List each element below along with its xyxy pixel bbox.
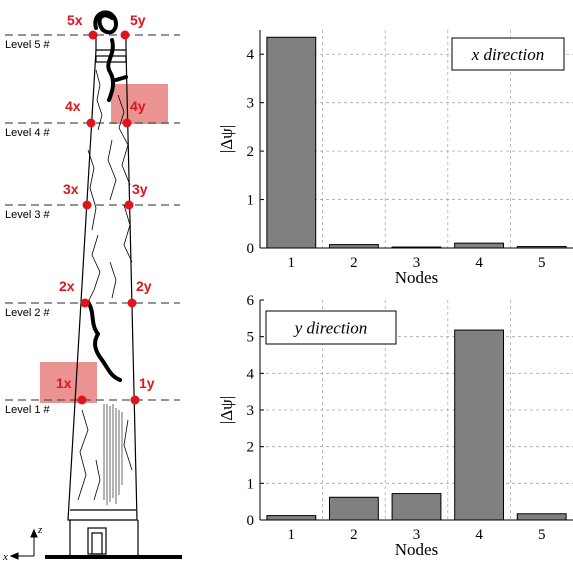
coordinate-axes — [9, 528, 38, 560]
bar-x-4 — [454, 242, 505, 249]
node-points — [77, 30, 140, 405]
node-label-4x: 4x — [65, 98, 81, 114]
node-dot-1y — [130, 395, 140, 405]
node-dot-5y — [120, 30, 130, 40]
y-tick-label: 4 — [247, 47, 255, 63]
y-tick-label: 3 — [247, 96, 255, 112]
node-label-1x: 1x — [56, 375, 72, 391]
axis-x-label: x — [2, 551, 8, 563]
legend-label: x direction — [471, 45, 545, 64]
node-dot-1x — [77, 395, 87, 405]
y-tick-label: 0 — [247, 241, 255, 257]
legend-box — [451, 37, 565, 71]
node-label-2x: 2x — [59, 278, 75, 294]
highlight-box-1x — [40, 362, 97, 403]
node-label-3x: 3x — [63, 181, 79, 197]
axis-z-label: z — [37, 524, 43, 536]
tower-diagram: 5x 5y 4x 4y 3x 3y 2x 2y 1x 1y Level 5 # … — [2, 10, 182, 563]
node-dot-5x — [88, 30, 98, 40]
x-tick-label: 1 — [288, 255, 296, 271]
bar-x-2 — [328, 244, 379, 249]
level-label-2: Level 2 # — [5, 307, 51, 319]
x-tick-label: 4 — [475, 255, 483, 271]
highlight-box-4y — [111, 84, 168, 124]
node-dot-4y — [122, 118, 132, 128]
y-tick-label: 1 — [247, 193, 255, 209]
node-dot-3x — [82, 200, 92, 210]
node-dot-4x — [86, 118, 96, 128]
node-label-5x: 5x — [67, 12, 83, 28]
node-dot-2x — [80, 298, 90, 308]
node-label-4y: 4y — [130, 98, 146, 114]
node-label-1y: 1y — [139, 375, 155, 391]
level-lines — [5, 34, 180, 401]
node-dot-2y — [127, 298, 137, 308]
node-label-2y: 2y — [136, 278, 152, 294]
x-tick-label: 5 — [538, 255, 546, 271]
x-tick-label: 3 — [413, 255, 421, 271]
hatch-zone — [103, 404, 123, 505]
major-cracks — [86, 10, 128, 382]
node-label-3y: 3y — [132, 181, 148, 197]
level-label-4: Level 4 # — [5, 127, 51, 139]
bar-x-1 — [266, 36, 317, 249]
minor-cracks — [77, 69, 133, 501]
node-dot-3y — [124, 200, 134, 210]
x-axis-title: Nodes — [395, 268, 438, 287]
level-label-5: Level 5 # — [5, 39, 51, 51]
y-tick-label: 2 — [247, 144, 255, 160]
node-label-5y: 5y — [130, 12, 146, 28]
level-label-1: Level 1 # — [5, 404, 51, 416]
x-tick-label: 2 — [350, 255, 358, 271]
y-axis-title: |Δψ| — [217, 125, 236, 153]
level-label-3: Level 3 # — [5, 209, 51, 221]
